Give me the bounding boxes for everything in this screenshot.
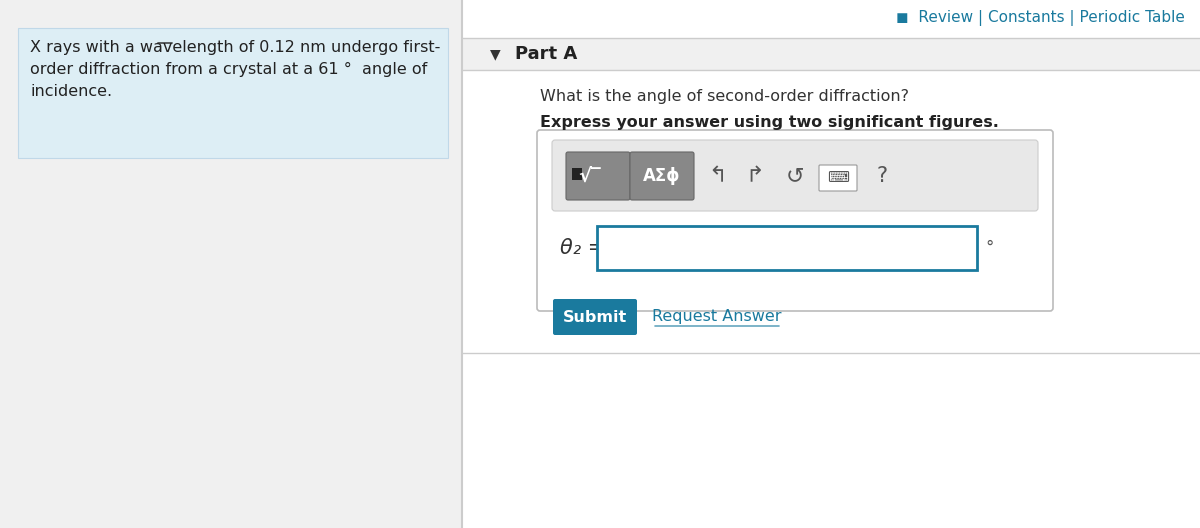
Text: What is the angle of second-order diffraction?: What is the angle of second-order diffra… (540, 89, 910, 103)
Text: Submit: Submit (563, 309, 628, 325)
Text: ?: ? (876, 166, 888, 186)
Text: ↺: ↺ (786, 166, 804, 186)
FancyBboxPatch shape (462, 38, 1200, 70)
FancyBboxPatch shape (462, 0, 1200, 528)
FancyBboxPatch shape (462, 0, 1200, 40)
Text: √‾: √‾ (578, 166, 601, 185)
Text: ↱: ↱ (745, 166, 764, 186)
Text: Express your answer using two significant figures.: Express your answer using two significan… (540, 116, 998, 130)
FancyBboxPatch shape (598, 226, 977, 270)
FancyBboxPatch shape (572, 168, 582, 180)
FancyBboxPatch shape (553, 299, 637, 335)
Text: Part A: Part A (515, 45, 577, 63)
FancyBboxPatch shape (18, 28, 448, 158)
Text: θ₂ =: θ₂ = (560, 238, 605, 258)
Text: ▼: ▼ (490, 47, 500, 61)
Text: ◼  Review | Constants | Periodic Table: ◼ Review | Constants | Periodic Table (896, 10, 1186, 26)
FancyBboxPatch shape (538, 130, 1054, 311)
Text: ↰: ↰ (709, 166, 727, 186)
Text: AΣϕ: AΣϕ (643, 167, 680, 185)
FancyBboxPatch shape (818, 165, 857, 191)
FancyBboxPatch shape (566, 152, 630, 200)
Text: ⌨: ⌨ (827, 171, 850, 185)
Text: °: ° (985, 239, 994, 257)
Text: Request Answer: Request Answer (652, 309, 781, 325)
FancyBboxPatch shape (552, 140, 1038, 211)
Text: X rays with a wavelength of 0.12 nm undergo first-
order diffraction from a crys: X rays with a wavelength of 0.12 nm unde… (30, 40, 440, 99)
FancyBboxPatch shape (630, 152, 694, 200)
